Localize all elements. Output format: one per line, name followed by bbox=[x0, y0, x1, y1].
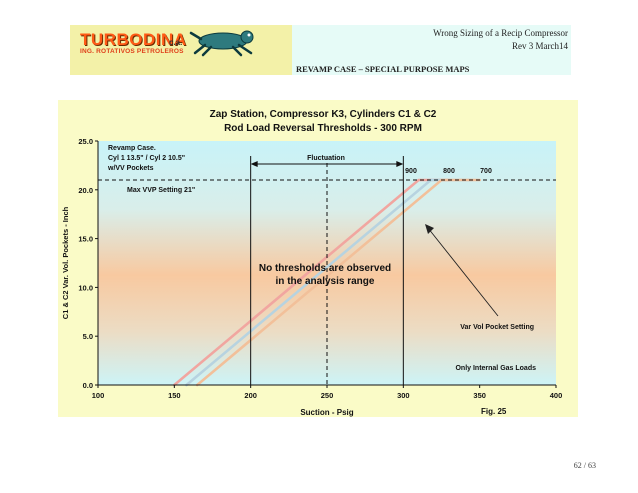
y-tick-label-0: 0.0 bbox=[83, 381, 93, 390]
frog-logo-icon bbox=[189, 30, 254, 57]
chart-title-line1: Zap Station, Compressor K3, Cylinders C1… bbox=[210, 109, 437, 120]
x-tick-label-250: 250 bbox=[321, 391, 334, 400]
var-vol-label: Var Vol Pocket Setting bbox=[460, 324, 534, 331]
series-label-700: 700 bbox=[480, 168, 492, 175]
page-number: 62 / 63 bbox=[573, 461, 596, 470]
x-tick-label-150: 150 bbox=[168, 391, 181, 400]
x-tick-label-400: 400 bbox=[550, 391, 563, 400]
fluctuation-arrowhead-right bbox=[396, 161, 404, 168]
var-vol-arrowhead bbox=[425, 224, 434, 234]
x-tick-label-300: 300 bbox=[397, 391, 410, 400]
chart: 100 150 200 250 300 350 400 0.0 5.0 10.0 15.0 20.0 2… bbox=[61, 109, 563, 417]
revamp-note-line3: w/VV Pockets bbox=[107, 165, 154, 172]
y-tick-label-15: 15.0 bbox=[78, 235, 93, 244]
y-axis-label: C1 & C2 Var. Vol. Pockets - Inch bbox=[61, 206, 70, 319]
revamp-note-line2: Cyl 1 13.5" / Cyl 2 10.5" bbox=[108, 155, 185, 162]
logo-box bbox=[70, 25, 292, 75]
chart-frame: 100 150 200 250 300 350 400 0.0 5.0 10.0 15.0 20.0 2… bbox=[58, 100, 578, 417]
y-tick-label-25: 25.0 bbox=[78, 137, 93, 146]
fluctuation-arrowhead-left bbox=[250, 161, 258, 168]
no-thresholds-line1: No thresholds are observed bbox=[259, 263, 391, 274]
internal-gas-label: Only Internal Gas Loads bbox=[455, 365, 536, 372]
revamp-note-line1: Revamp Case. bbox=[108, 145, 156, 152]
var-vol-arrow bbox=[427, 227, 499, 317]
series-label-800: 800 bbox=[443, 168, 455, 175]
y-tick-label-10: 10.0 bbox=[78, 283, 93, 292]
section-title: REVAMP CASE – SPECIAL PURPOSE MAPS bbox=[296, 64, 470, 74]
chart-title-line2: Rod Load Reversal Thresholds - 300 RPM bbox=[224, 123, 422, 134]
max-vvp-label: Max VVP Setting 21" bbox=[127, 187, 195, 194]
y-tick-label-20: 20.0 bbox=[78, 186, 93, 195]
x-axis-label: Suction - Psig bbox=[300, 408, 353, 417]
logo-subtitle: ING. ROTATIVOS PETROLEROS bbox=[80, 48, 184, 55]
fluctuation-label: Fluctuation bbox=[307, 155, 345, 162]
y-tick-label-5: 5.0 bbox=[83, 332, 93, 341]
logo-text: TURBODINA bbox=[80, 30, 187, 49]
x-tick-label-350: 350 bbox=[473, 391, 486, 400]
no-thresholds-line2: in the analysis range bbox=[276, 276, 375, 287]
x-tick-label-200: 200 bbox=[244, 391, 257, 400]
x-tick-label-100: 100 bbox=[92, 391, 105, 400]
logo-suffix: c.a. bbox=[169, 38, 183, 47]
figure-number: Fig. 25 bbox=[481, 407, 507, 416]
doc-title: Wrong Sizing of a Recip Compressor bbox=[433, 28, 568, 38]
doc-revision: Rev 3 March14 bbox=[512, 41, 568, 51]
series-label-900: 900 bbox=[405, 168, 417, 175]
